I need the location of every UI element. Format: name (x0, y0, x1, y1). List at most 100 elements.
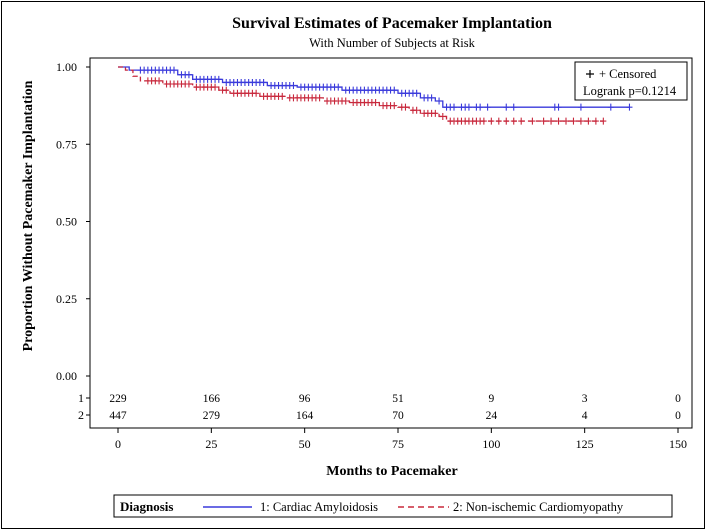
x-tick-label: 125 (576, 437, 594, 451)
at-risk-count: 0 (675, 393, 681, 405)
at-risk-count: 229 (109, 393, 127, 405)
at-risk-count: 164 (296, 410, 314, 422)
at-risk-count: 279 (203, 410, 221, 422)
censor-mark-cardiac-amyloidosis (503, 103, 510, 111)
inset-box (574, 61, 688, 101)
censor-mark-cardiac-amyloidosis (335, 83, 342, 91)
x-axis: 0 25 50 75 100 125 150 (115, 428, 687, 451)
legend-label-cardiac-amyloidosis: 1: Cardiac Amyloidosis (260, 500, 378, 514)
censor-mark-non-ischemic-cardiomyopathy (540, 117, 547, 125)
x-tick-label: 25 (205, 437, 217, 451)
logrank-p-label: Logrank p=0.1214 (583, 84, 677, 98)
censor-mark-non-ischemic-cardiomyopathy (510, 117, 517, 125)
censor-mark-non-ischemic-cardiomyopathy (548, 117, 555, 125)
at-risk-count: 70 (392, 410, 404, 422)
censor-mark-cardiac-amyloidosis (477, 103, 484, 111)
censor-logrank-inset: + Censored Logrank p=0.1214 (574, 61, 688, 101)
at-risk-row-label: 1 (78, 391, 84, 405)
censor-mark-cardiac-amyloidosis (290, 82, 297, 90)
censor-mark-non-ischemic-cardiomyopathy (480, 117, 487, 125)
censor-mark-cardiac-amyloidosis (428, 94, 435, 102)
censor-mark-non-ischemic-cardiomyopathy (577, 117, 584, 125)
censor-mark-cardiac-amyloidosis (555, 103, 562, 111)
censor-mark-non-ischemic-cardiomyopathy (185, 80, 192, 88)
at-risk-count: 24 (486, 410, 498, 422)
at-risk-count: 51 (392, 393, 404, 405)
censor-mark-cardiac-amyloidosis (171, 66, 177, 74)
censor-mark-non-ischemic-cardiomyopathy (212, 83, 219, 91)
censor-mark-non-ischemic-cardiomyopathy (600, 117, 607, 125)
censor-mark-non-ischemic-cardiomyopathy (563, 117, 569, 125)
censor-mark-cardiac-amyloidosis (465, 103, 472, 111)
censor-mark-cardiac-amyloidosis (451, 103, 457, 111)
x-tick-label: 150 (669, 437, 687, 451)
at-risk-count: 447 (109, 410, 127, 422)
censor-mark-non-ischemic-cardiomyopathy (439, 112, 446, 120)
y-tick-label: 0.50 (56, 215, 77, 229)
x-tick-label: 100 (482, 437, 500, 451)
censor-mark-non-ischemic-cardiomyopathy (413, 106, 420, 114)
censor-mark-non-ischemic-cardiomyopathy (402, 103, 409, 111)
censor-mark-non-ischemic-cardiomyopathy (342, 97, 349, 105)
at-risk-count: 9 (488, 393, 494, 405)
plot-area (89, 57, 693, 429)
censor-mark-non-ischemic-cardiomyopathy (253, 89, 260, 97)
y-axis-label: Proportion Without Pacemaker Implantatio… (21, 80, 36, 351)
y-tick-label: 1.00 (56, 60, 77, 74)
x-axis-label: Months to Pacemaker (326, 464, 457, 479)
chart-subtitle: With Number of Subjects at Risk (309, 36, 476, 50)
at-risk-table: 1 229 166 96 51 9 3 0 2 447 279 164 70 24 4 0 (78, 391, 681, 422)
censor-mark-cardiac-amyloidosis (626, 103, 633, 111)
survival-line-non-ischemic-cardiomyopathy (118, 66, 604, 122)
legend-box (113, 494, 673, 518)
censor-mark-cardiac-amyloidosis (391, 86, 398, 94)
at-risk-row-label: 2 (78, 408, 84, 422)
censor-mark-non-ischemic-cardiomyopathy (391, 102, 398, 110)
survival-curves (118, 66, 633, 125)
censor-mark-cardiac-amyloidosis (260, 78, 267, 86)
censor-mark-cardiac-amyloidosis (607, 103, 614, 111)
x-tick-label: 0 (115, 437, 121, 451)
legend-label-non-ischemic-cardiomyopathy: 2: Non-ischemic Cardiomyopathy (453, 500, 624, 514)
at-risk-count: 4 (582, 410, 588, 422)
censor-mark-cardiac-amyloidosis (510, 103, 517, 111)
censor-mark-cardiac-amyloidosis (185, 71, 192, 79)
censor-mark-non-ischemic-cardiomyopathy (592, 117, 599, 125)
censor-mark-cardiac-amyloidosis (436, 97, 443, 105)
censor-mark-non-ischemic-cardiomyopathy (372, 99, 379, 107)
at-risk-count: 96 (299, 393, 311, 405)
censored-legend-label: + Censored (599, 67, 657, 81)
chart-title: Survival Estimates of Pacemaker Implanta… (232, 15, 552, 32)
at-risk-count: 166 (203, 393, 221, 405)
censor-mark-cardiac-amyloidosis (577, 103, 584, 111)
y-tick-label: 0.75 (56, 137, 77, 151)
censor-mark-cardiac-amyloidosis (484, 103, 491, 111)
censor-mark-non-ischemic-cardiomyopathy (279, 92, 286, 100)
censor-mark-non-ischemic-cardiomyopathy (495, 117, 502, 125)
censor-mark-non-ischemic-cardiomyopathy (585, 117, 592, 125)
censor-mark-non-ischemic-cardiomyopathy (223, 86, 230, 94)
censor-mark-non-ischemic-cardiomyopathy (503, 117, 510, 125)
censored-symbol (586, 70, 594, 78)
censor-mark-non-ischemic-cardiomyopathy (432, 109, 439, 117)
y-axis: 0.00 0.25 0.50 0.75 1.00 (56, 60, 90, 383)
censor-mark-non-ischemic-cardiomyopathy (529, 117, 536, 125)
censor-mark-non-ischemic-cardiomyopathy (156, 77, 163, 85)
censor-mark-non-ischemic-cardiomyopathy (570, 117, 577, 125)
censor-mark-non-ischemic-cardiomyopathy (488, 117, 495, 125)
y-tick-label: 0.00 (56, 369, 77, 383)
legend-title: Diagnosis (120, 499, 173, 514)
at-risk-count: 0 (675, 410, 681, 422)
y-tick-label: 0.25 (56, 292, 77, 306)
censor-mark-non-ischemic-cardiomyopathy (555, 117, 562, 125)
diagnosis-legend: Diagnosis 1: Cardiac Amyloidosis 2: Non-… (113, 494, 673, 518)
censor-mark-non-ischemic-cardiomyopathy (316, 94, 323, 102)
survival-line-cardiac-amyloidosis (118, 66, 630, 108)
x-tick-label: 50 (299, 437, 311, 451)
at-risk-count: 3 (582, 393, 588, 405)
x-tick-label: 75 (392, 437, 404, 451)
censor-mark-cardiac-amyloidosis (215, 75, 222, 83)
censor-mark-cardiac-amyloidosis (413, 89, 420, 97)
